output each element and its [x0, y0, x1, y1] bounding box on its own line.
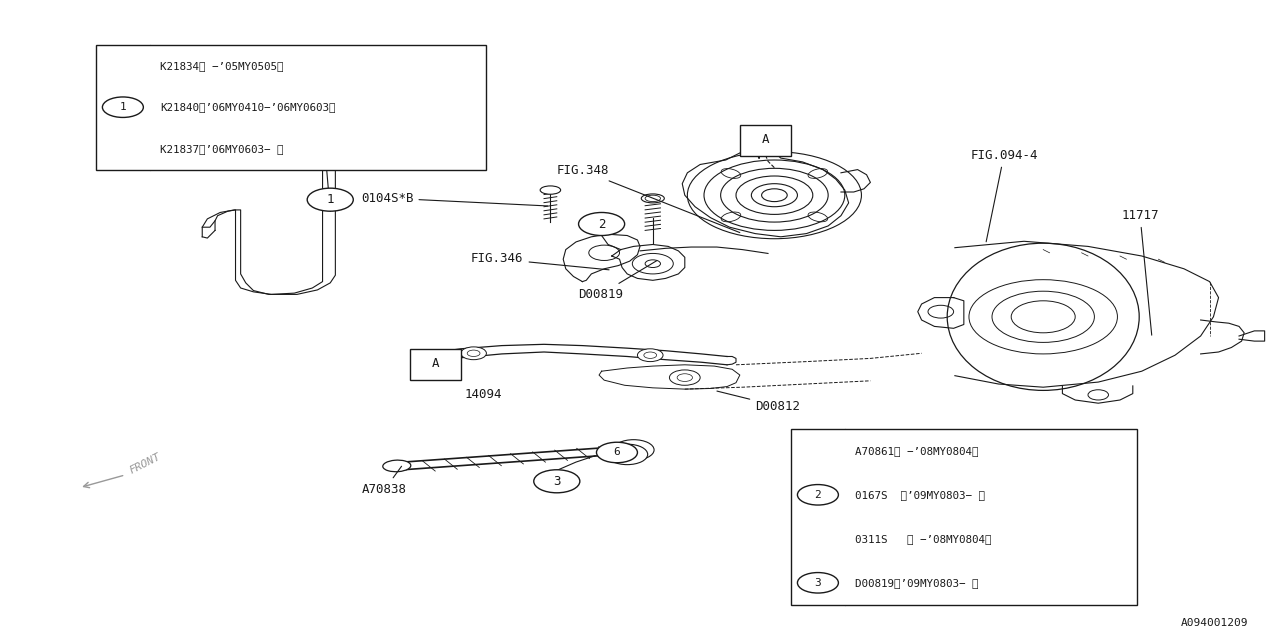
Circle shape	[613, 440, 654, 460]
Bar	[410, 349, 461, 380]
Text: FIG.346: FIG.346	[471, 252, 609, 270]
Circle shape	[596, 442, 637, 463]
Text: 0167S  〈’09MY0803− 〉: 0167S 〈’09MY0803− 〉	[855, 490, 986, 500]
Text: 1: 1	[326, 193, 334, 206]
Circle shape	[102, 97, 143, 118]
Circle shape	[307, 188, 353, 211]
Text: K21834〈 −’05MY0505〉: K21834〈 −’05MY0505〉	[160, 61, 283, 70]
Text: 0104S*B: 0104S*B	[361, 191, 548, 206]
Text: A094001209: A094001209	[1180, 618, 1248, 628]
Text: D00819: D00819	[579, 260, 657, 301]
Text: A70861〈 −’08MY0804〉: A70861〈 −’08MY0804〉	[855, 446, 978, 456]
Text: 1: 1	[119, 102, 127, 112]
Bar	[791, 429, 1137, 605]
Text: 6: 6	[613, 447, 621, 458]
Ellipse shape	[540, 186, 561, 195]
Circle shape	[797, 484, 838, 505]
Text: D00812: D00812	[717, 391, 800, 413]
Circle shape	[797, 573, 838, 593]
Circle shape	[637, 349, 663, 362]
Text: K21837〈’06MY0603− 〉: K21837〈’06MY0603− 〉	[160, 144, 283, 154]
Bar	[96, 45, 486, 170]
Ellipse shape	[947, 243, 1139, 390]
Text: 2: 2	[598, 218, 605, 230]
Bar	[740, 125, 791, 156]
Circle shape	[579, 212, 625, 236]
Text: FIG.094-4: FIG.094-4	[970, 148, 1038, 242]
Text: FRONT: FRONT	[128, 451, 163, 476]
Circle shape	[461, 347, 486, 360]
Circle shape	[607, 444, 648, 465]
Text: A70838: A70838	[362, 467, 407, 496]
Text: 3: 3	[553, 475, 561, 488]
Text: A: A	[431, 357, 439, 370]
Ellipse shape	[641, 194, 664, 203]
Text: D00819〈’09MY0803− 〉: D00819〈’09MY0803− 〉	[855, 578, 978, 588]
Ellipse shape	[383, 460, 411, 472]
Text: K21840〈’06MY0410−’06MY0603〉: K21840〈’06MY0410−’06MY0603〉	[160, 102, 335, 112]
Circle shape	[669, 370, 700, 385]
Text: 0311S   〈 −’08MY0804〉: 0311S 〈 −’08MY0804〉	[855, 534, 992, 544]
Text: 2: 2	[814, 490, 822, 500]
Text: 3: 3	[814, 578, 822, 588]
Text: 11717: 11717	[1121, 209, 1158, 335]
Text: 14094: 14094	[465, 388, 502, 401]
Text: FIG.348: FIG.348	[557, 164, 740, 232]
Text: A: A	[762, 133, 769, 146]
Circle shape	[534, 470, 580, 493]
